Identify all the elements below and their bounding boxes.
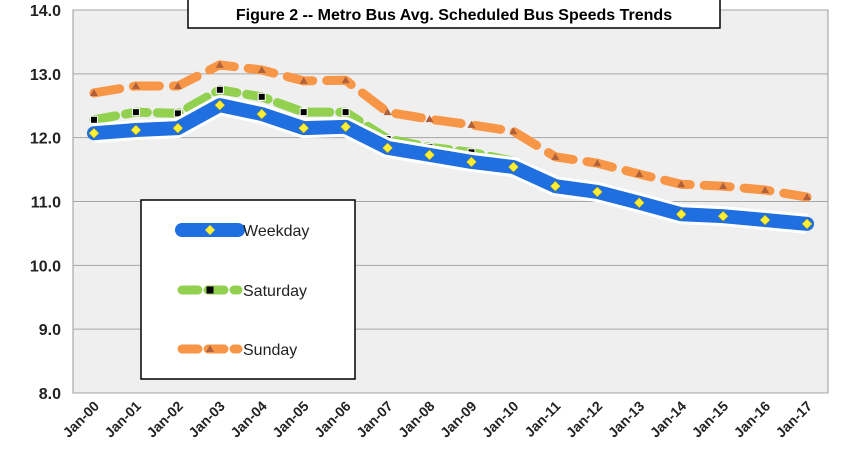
marker: [89, 115, 98, 124]
marker: [675, 208, 687, 220]
marker: [801, 218, 813, 230]
legend-marker: [206, 286, 214, 294]
x-tick-label: Jan-11: [521, 398, 563, 440]
marker: [508, 161, 519, 173]
y-tick-label: 9.0: [39, 322, 61, 339]
x-tick-label: Jan-10: [479, 398, 522, 441]
marker: [214, 99, 226, 111]
x-tick-label: Jan-15: [689, 398, 732, 441]
marker: [341, 108, 350, 117]
legend-marker: [205, 225, 215, 235]
y-tick-label: 12.0: [30, 131, 61, 148]
x-tick-label: Jan-05: [269, 398, 312, 441]
marker: [591, 186, 603, 198]
marker: [466, 156, 477, 168]
title-box: [187, 0, 721, 29]
x-tick-label: Jan-09: [437, 398, 480, 441]
y-tick-label: 11.0: [31, 195, 61, 212]
marker: [424, 149, 435, 161]
legend-marker: [206, 345, 214, 352]
marker: [382, 142, 393, 154]
x-tick-label: Jan-07: [353, 398, 396, 441]
marker: [551, 152, 560, 160]
x-tick-label: Jan-12: [563, 398, 606, 441]
marker: [256, 108, 268, 120]
marker: [550, 180, 561, 192]
x-tick-label: Jan-02: [143, 398, 186, 441]
marker: [172, 122, 184, 134]
x-tick-label: Jan-13: [605, 398, 648, 441]
marker: [173, 81, 182, 89]
marker: [257, 66, 266, 74]
x-tick-label: Jan-01: [101, 398, 144, 441]
marker: [215, 85, 224, 94]
marker: [299, 76, 308, 84]
y-tick-label: 13.0: [30, 67, 61, 84]
chart-title: Figure 2 -- Metro Bus Avg. Scheduled Bus…: [236, 7, 672, 24]
marker: [299, 108, 308, 117]
marker: [759, 214, 771, 226]
marker: [677, 180, 686, 188]
x-tick-label: Jan-16: [731, 398, 774, 441]
x-tick-label: Jan-17: [772, 398, 815, 441]
marker: [635, 170, 644, 178]
x-tick-label: Jan-04: [227, 398, 270, 441]
legend-marker: [206, 286, 214, 294]
x-tick-label: Jan-06: [311, 398, 354, 441]
y-tick-label: 14.0: [30, 3, 61, 20]
y-tick-label: 8.0: [39, 386, 61, 403]
marker: [88, 127, 100, 139]
legend-label: Saturday: [243, 283, 307, 300]
markers: [89, 60, 812, 201]
x-tick-label: Jan-00: [59, 398, 102, 441]
marker: [89, 88, 98, 96]
series-line: [86, 98, 815, 231]
marker: [803, 193, 812, 201]
marker: [719, 182, 728, 190]
marker: [130, 124, 142, 136]
legend-marker: [205, 225, 215, 235]
marker: [340, 121, 351, 133]
marker: [425, 115, 434, 123]
x-tick-label: Jan-08: [395, 398, 438, 441]
legend-label: Weekday: [243, 223, 309, 240]
marker: [298, 122, 310, 134]
marker: [131, 81, 140, 89]
x-tick-label: Jan-14: [647, 398, 690, 441]
marker: [509, 127, 518, 135]
marker: [761, 186, 770, 194]
marker: [633, 197, 645, 209]
marker: [383, 108, 392, 116]
marker: [593, 159, 602, 167]
marker: [717, 210, 729, 222]
marker: [467, 120, 476, 128]
series-line: [89, 60, 812, 202]
legend-label: Sunday: [243, 342, 297, 359]
marker: [215, 60, 224, 68]
x-tick-label: Jan-03: [185, 398, 228, 441]
marker: [257, 92, 266, 101]
legend-marker: [206, 345, 214, 352]
markers: [88, 99, 813, 230]
marker: [341, 76, 350, 84]
marker: [131, 108, 140, 117]
y-tick-label: 10.0: [30, 258, 61, 275]
